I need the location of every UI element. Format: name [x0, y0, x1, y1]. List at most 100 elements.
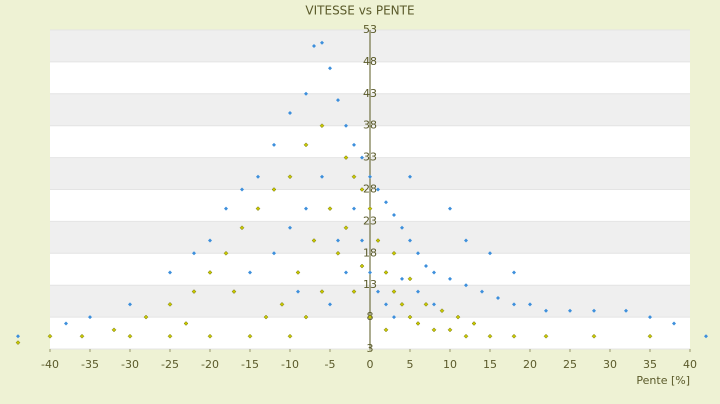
chart-title: VITESSE vs PENTE	[305, 4, 414, 18]
y-tick-label: 13	[363, 278, 377, 291]
point	[192, 251, 196, 256]
point	[431, 327, 437, 333]
point	[168, 270, 172, 275]
point	[320, 40, 324, 45]
point	[704, 334, 708, 339]
point	[256, 174, 260, 179]
point	[343, 225, 349, 231]
point	[439, 308, 445, 314]
point	[351, 174, 357, 180]
x-tick-label: 40	[683, 358, 697, 371]
point	[415, 321, 421, 326]
x-tick-label: -30	[121, 358, 139, 371]
x-tick-label: 15	[483, 358, 497, 371]
point	[359, 263, 365, 269]
point	[424, 264, 428, 269]
point	[464, 283, 468, 288]
point	[391, 250, 397, 256]
point	[240, 187, 244, 192]
y-tick-label: 48	[363, 55, 377, 68]
point	[279, 301, 285, 307]
point	[400, 276, 404, 281]
point	[239, 225, 245, 231]
x-axis-label: Pente [%]	[636, 374, 690, 387]
point	[367, 314, 373, 320]
point	[312, 43, 316, 48]
point	[319, 123, 325, 129]
point	[352, 206, 356, 211]
point	[143, 314, 149, 320]
point	[287, 174, 293, 180]
point	[223, 250, 229, 256]
y-tick-label: 38	[363, 119, 377, 132]
x-tick-label: 10	[443, 358, 457, 371]
point	[487, 333, 493, 339]
point	[304, 206, 308, 211]
point	[648, 315, 652, 320]
point	[336, 238, 340, 243]
x-tick-label: 35	[643, 358, 657, 371]
point	[383, 270, 389, 275]
x-tick-label: -40	[41, 358, 59, 371]
point	[367, 206, 373, 211]
x-tick-label: 0	[367, 358, 374, 371]
x-tick-label: -25	[161, 358, 179, 371]
point	[448, 206, 452, 211]
point	[672, 321, 676, 326]
point	[207, 333, 213, 339]
point	[255, 206, 261, 211]
point	[328, 66, 332, 71]
point	[224, 206, 228, 211]
point	[208, 238, 212, 243]
point	[455, 314, 461, 320]
x-tick-label: -15	[241, 358, 259, 371]
point	[407, 276, 413, 282]
x-tick-label: -5	[325, 358, 336, 371]
point	[295, 270, 301, 275]
y-tick-label: 33	[363, 151, 377, 164]
point	[407, 314, 413, 320]
point	[384, 200, 388, 205]
point	[471, 321, 477, 326]
point	[351, 289, 357, 294]
point	[288, 110, 292, 115]
point	[392, 213, 396, 218]
x-tick-label: 20	[523, 358, 537, 371]
point	[488, 251, 492, 256]
x-tick-label: -10	[281, 358, 299, 371]
point	[247, 333, 253, 339]
x-tick-label: 30	[603, 358, 617, 371]
point	[511, 333, 517, 339]
point	[64, 321, 68, 326]
point	[287, 333, 293, 339]
point	[464, 238, 468, 243]
point	[191, 289, 197, 294]
point	[304, 91, 308, 96]
x-tick-label: -35	[81, 358, 99, 371]
point	[343, 155, 349, 160]
point	[376, 289, 380, 294]
point	[167, 333, 173, 339]
point	[231, 289, 237, 294]
point	[272, 251, 276, 256]
point	[432, 302, 436, 307]
point	[543, 333, 549, 339]
point	[288, 225, 292, 230]
point	[327, 206, 333, 211]
point	[624, 308, 628, 313]
point	[432, 270, 436, 275]
point	[408, 174, 412, 179]
point	[383, 327, 389, 333]
point	[392, 315, 396, 320]
point	[592, 308, 596, 313]
point	[320, 174, 324, 179]
point	[360, 238, 364, 243]
point	[167, 301, 173, 307]
point	[448, 276, 452, 281]
point	[416, 251, 420, 256]
point	[408, 238, 412, 243]
point	[368, 270, 372, 275]
point	[16, 334, 20, 339]
